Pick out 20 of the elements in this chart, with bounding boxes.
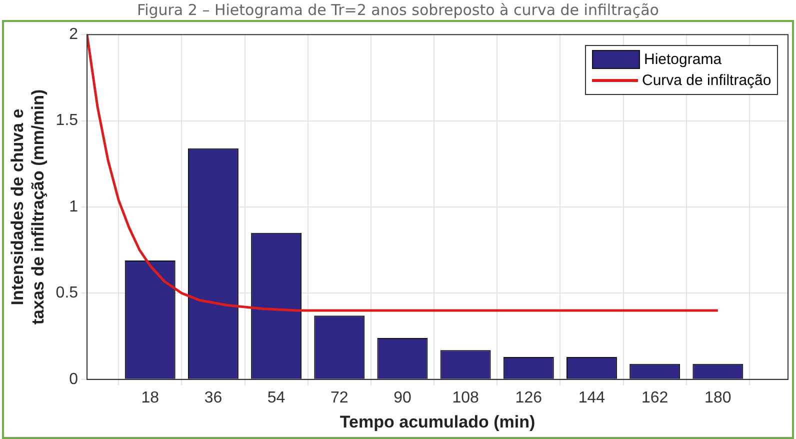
chart-title: Figura 2 – Hietograma de Tr=2 anos sobreposto à curva de infiltração — [136, 0, 660, 20]
x-tick-label: 90 — [394, 389, 412, 406]
x-axis-title: Tempo acumulado (min) — [340, 412, 536, 432]
legend-label: Curva de infiltração — [642, 72, 772, 89]
legend-label: Hietograma — [644, 50, 722, 68]
x-tick-label: 144 — [578, 389, 606, 406]
y-tick-label: 1 — [69, 198, 78, 216]
x-tick-label: 18 — [141, 389, 160, 406]
y-tick-label: 0.5 — [56, 284, 78, 302]
y-tick-label: 2 — [69, 26, 78, 44]
x-tick-label: 36 — [204, 389, 222, 406]
x-tick-label: 126 — [515, 389, 542, 406]
x-tick-label: 108 — [452, 389, 480, 406]
y-axis-title: Intensidades de chuva e taxas de infiltração (mm/min) — [8, 89, 48, 325]
y-tick-label: 1.5 — [56, 112, 78, 130]
x-tick-label: 72 — [330, 389, 348, 406]
y-tick-label: 0 — [69, 370, 78, 388]
x-tick-label: 162 — [641, 389, 668, 406]
x-tick-label: 180 — [704, 389, 732, 406]
x-tick-label: 54 — [267, 389, 286, 406]
